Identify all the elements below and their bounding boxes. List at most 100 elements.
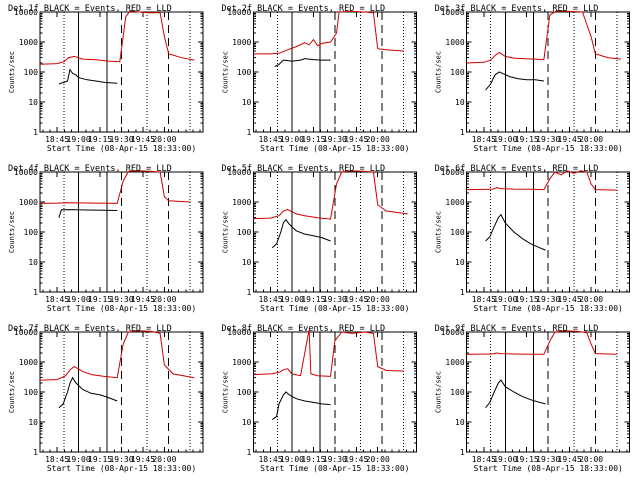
x-tick-label: 19:30 — [323, 135, 347, 144]
x-tick-label: 19:45 — [344, 135, 368, 144]
series-lld-line — [253, 330, 404, 377]
series-lld-line — [253, 10, 404, 55]
series-lld-line — [40, 330, 195, 381]
y-tick-label: 10000 — [227, 8, 251, 17]
x-axis-label: Start Time (08-Apr-15 18:33:00) — [47, 144, 196, 153]
x-axis-label: Start Time (08-Apr-15 18:33:00) — [474, 464, 623, 473]
x-tick-label: 19:45 — [131, 295, 155, 304]
x-tick-label: 19:30 — [109, 295, 133, 304]
y-tick-label: 100 — [24, 228, 39, 237]
series-lld-line — [466, 10, 622, 64]
x-tick-label: 19:00 — [493, 455, 517, 464]
x-tick-label: 20:00 — [152, 455, 176, 464]
panel-title: Det 9f BLACK = Events, RED = LLD — [435, 324, 599, 334]
x-tick-label: 19:45 — [558, 295, 582, 304]
panel-det-1: 1 10 100 1000 10000 18:4519:0019:1519:3019:45… — [8, 4, 204, 153]
y-tick-label: 10000 — [441, 168, 465, 177]
x-tick-label: 19:00 — [67, 135, 91, 144]
x-tick-label: 19:45 — [344, 455, 368, 464]
x-tick-label: 19:30 — [536, 135, 560, 144]
y-tick-label: 10 — [242, 418, 252, 427]
x-tick-label: 19:15 — [88, 295, 112, 304]
y-tick-label: 100 — [450, 228, 465, 237]
x-axis-label: Start Time (08-Apr-15 18:33:00) — [47, 464, 196, 473]
y-axis-label: Counts/sec — [8, 51, 16, 93]
x-tick-label: 20:00 — [579, 295, 603, 304]
panel-det-2: 1 10 100 1000 10000 18:4519:0019:1519:3019:45… — [221, 4, 417, 153]
y-tick-label: 10 — [28, 98, 38, 107]
y-tick-label: 100 — [450, 388, 465, 397]
x-tick-label: 19:00 — [67, 295, 91, 304]
x-tick-label: 19:15 — [301, 295, 325, 304]
y-tick-label: 1 — [247, 128, 252, 137]
y-tick-label: 10000 — [227, 328, 251, 337]
x-axis-label: Start Time (08-Apr-15 18:33:00) — [47, 304, 196, 313]
y-tick-label: 100 — [450, 68, 465, 77]
x-axis-label: Start Time (08-Apr-15 18:33:00) — [474, 304, 623, 313]
y-axis-label: Counts/sec — [221, 51, 229, 93]
x-tick-label: 19:30 — [109, 455, 133, 464]
x-tick-label: 18:45 — [45, 135, 69, 144]
x-tick-label: 20:00 — [152, 295, 176, 304]
panel-det-6: 1 10 100 1000 10000 18:4519:0019:1519:3019:45… — [435, 164, 631, 313]
x-tick-label: 18:45 — [258, 455, 282, 464]
y-tick-label: 1 — [33, 448, 38, 457]
y-tick-label: 10 — [28, 418, 38, 427]
x-tick-label: 18:45 — [472, 135, 496, 144]
x-axis-label: Start Time (08-Apr-15 18:33:00) — [260, 464, 409, 473]
x-tick-label: 19:45 — [131, 135, 155, 144]
x-tick-label: 20:00 — [366, 295, 390, 304]
x-tick-label: 19:00 — [280, 295, 304, 304]
y-tick-label: 100 — [237, 68, 252, 77]
y-tick-label: 100 — [24, 68, 39, 77]
panel-title: Det 4f BLACK = Events, RED = LLD — [8, 164, 172, 174]
panel-title: Det 3f BLACK = Events, RED = LLD — [435, 4, 599, 14]
series-lld-line — [40, 10, 195, 65]
x-tick-label: 19:30 — [109, 135, 133, 144]
x-tick-label: 19:15 — [88, 455, 112, 464]
series-lld-line — [466, 330, 617, 355]
y-tick-label: 10000 — [227, 168, 251, 177]
series-lld-line — [466, 170, 617, 191]
x-tick-label: 20:00 — [366, 455, 390, 464]
y-tick-label: 10000 — [14, 328, 38, 337]
series-events-line — [58, 68, 118, 85]
y-tick-label: 1 — [460, 288, 465, 297]
series-lld-line — [40, 170, 191, 204]
y-tick-label: 100 — [237, 228, 252, 237]
panel-title: Det 1f BLACK = Events, RED = LLD — [8, 4, 172, 14]
y-axis-label: Counts/sec — [435, 211, 443, 253]
y-tick-label: 1 — [33, 128, 38, 137]
series-lld-line — [253, 170, 408, 220]
y-tick-label: 1000 — [445, 198, 464, 207]
x-tick-label: 19:00 — [493, 295, 517, 304]
y-tick-label: 1000 — [19, 38, 38, 47]
series-events-line — [58, 376, 118, 409]
y-axis-label: Counts/sec — [221, 211, 229, 253]
x-tick-label: 18:45 — [472, 295, 496, 304]
x-tick-label: 18:45 — [45, 295, 69, 304]
panel-det-3: 1 10 100 1000 10000 18:4519:0019:1519:3019:45… — [435, 4, 631, 153]
x-tick-label: 18:45 — [258, 135, 282, 144]
x-tick-label: 19:15 — [301, 455, 325, 464]
panel-det-4: 1 10 100 1000 10000 18:4519:0019:1519:3019:45… — [8, 164, 204, 313]
y-tick-label: 10 — [455, 98, 465, 107]
y-tick-label: 10000 — [14, 8, 38, 17]
panel-det-9: 1 10 100 1000 10000 18:4519:0019:1519:3019:45… — [435, 324, 631, 473]
y-tick-label: 10 — [455, 258, 465, 267]
series-events-line — [485, 213, 546, 251]
x-tick-label: 19:30 — [323, 295, 347, 304]
x-tick-label: 19:30 — [536, 455, 560, 464]
series-events-line — [58, 209, 118, 218]
x-axis-label: Start Time (08-Apr-15 18:33:00) — [260, 144, 409, 153]
panel-title: Det 5f BLACK = Events, RED = LLD — [221, 164, 385, 174]
x-tick-label: 19:15 — [88, 135, 112, 144]
y-tick-label: 10 — [242, 258, 252, 267]
x-axis-label: Start Time (08-Apr-15 18:33:00) — [260, 304, 409, 313]
y-tick-label: 1 — [247, 448, 252, 457]
x-tick-label: 19:00 — [67, 455, 91, 464]
x-tick-label: 19:30 — [536, 295, 560, 304]
y-tick-label: 1 — [33, 288, 38, 297]
x-tick-label: 19:15 — [515, 135, 539, 144]
